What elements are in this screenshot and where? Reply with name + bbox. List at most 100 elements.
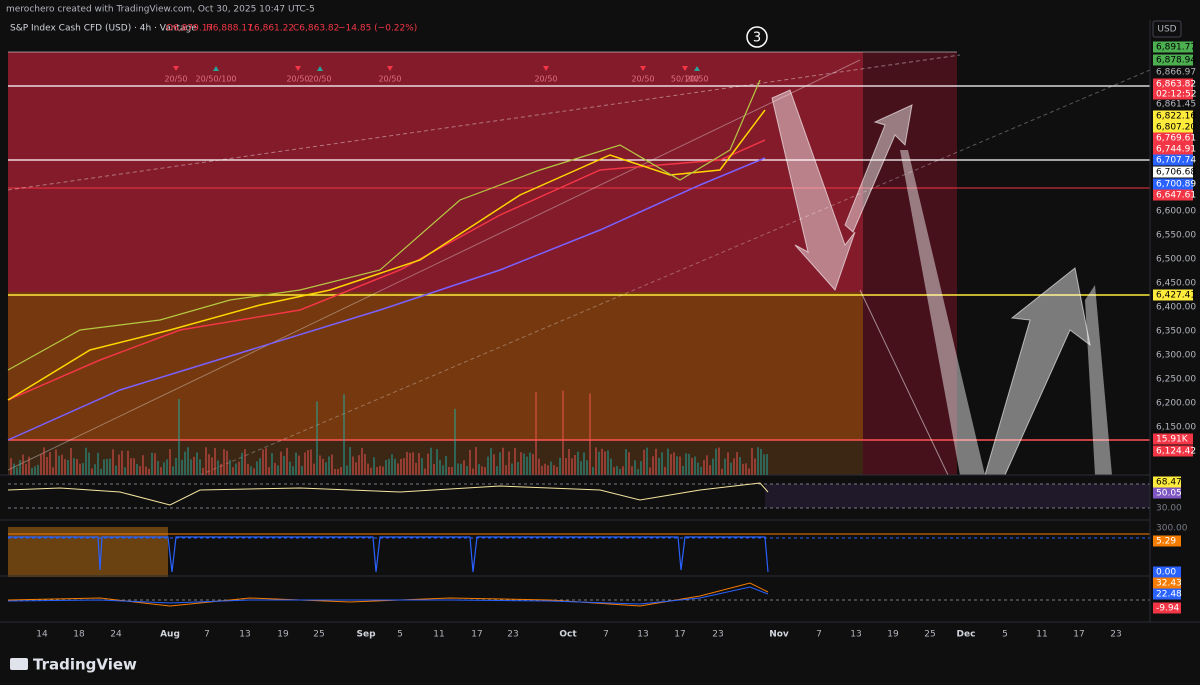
volume-bar bbox=[187, 447, 189, 475]
volume-bar bbox=[727, 452, 729, 475]
signal-arrow bbox=[682, 66, 688, 71]
volume-bar bbox=[205, 447, 207, 475]
volume-bar bbox=[526, 456, 528, 475]
volume-bar bbox=[346, 465, 348, 475]
time-label: 5 bbox=[1002, 630, 1008, 640]
volume-bar bbox=[202, 467, 204, 475]
volume-bar bbox=[265, 448, 267, 475]
volume-bar bbox=[358, 455, 360, 475]
volume-bar bbox=[247, 464, 249, 475]
indicator-label: -9.94 bbox=[1156, 604, 1180, 614]
indicator-spikes bbox=[8, 536, 769, 573]
volume-bar bbox=[745, 463, 747, 475]
volume-bar bbox=[544, 463, 546, 475]
indicator-label: 50.05 bbox=[1156, 489, 1182, 499]
volume-bar bbox=[148, 468, 150, 475]
volume-bar bbox=[169, 449, 171, 475]
volume-bar bbox=[292, 466, 294, 475]
volume-bar bbox=[754, 458, 756, 475]
rsi-line bbox=[7, 482, 769, 506]
volume-bar bbox=[352, 456, 354, 475]
volume-bar bbox=[277, 465, 279, 475]
price-label: 6,600.00 bbox=[1156, 207, 1196, 217]
volume-bar bbox=[700, 466, 702, 475]
volume-bar bbox=[139, 465, 141, 475]
volume-bar bbox=[178, 398, 180, 475]
volume-bar bbox=[631, 466, 633, 475]
volume-bar bbox=[580, 461, 582, 475]
indicator-label: 300.00 bbox=[1156, 524, 1188, 534]
volume-bar bbox=[184, 451, 186, 475]
volume-bar bbox=[295, 452, 297, 475]
volume-bar bbox=[664, 466, 666, 475]
ohlc-value: L6,861.22 bbox=[249, 24, 294, 34]
volume-bar bbox=[241, 452, 243, 475]
price-label: 6,744.91 bbox=[1156, 145, 1196, 155]
price-label: 6,300.00 bbox=[1156, 351, 1196, 361]
logo-icon bbox=[10, 658, 28, 670]
volume-bar bbox=[130, 458, 132, 475]
volume-bar bbox=[598, 451, 600, 475]
volume-bar bbox=[697, 462, 699, 475]
time-label: 7 bbox=[204, 630, 210, 640]
volume-bar bbox=[175, 458, 177, 475]
volume-bar bbox=[538, 458, 540, 475]
volume-bar bbox=[397, 463, 399, 475]
volume-bar bbox=[325, 462, 327, 475]
time-label: 11 bbox=[433, 630, 444, 640]
signal-label: 20/50 bbox=[378, 75, 401, 84]
volume-bar bbox=[670, 454, 672, 475]
volume-bar bbox=[88, 452, 90, 475]
volume-bar bbox=[76, 459, 78, 475]
volume-bar bbox=[448, 466, 450, 475]
volume-bar bbox=[67, 459, 69, 475]
signal-label: 50/100 bbox=[671, 75, 699, 84]
price-label: 6,500.00 bbox=[1156, 255, 1196, 265]
volume-bar bbox=[502, 447, 504, 475]
signal-label: 20/50 bbox=[685, 75, 708, 84]
price-label: 6,861.45 bbox=[1156, 100, 1196, 110]
volume-bar bbox=[22, 454, 24, 475]
price-label: 6,706.68 bbox=[1156, 168, 1196, 178]
signal-label: 20/50/100 bbox=[195, 75, 236, 84]
volume-bar bbox=[760, 448, 762, 475]
volume-bar bbox=[601, 448, 603, 475]
trend-line bbox=[7, 59, 861, 471]
price-label: 6,878.94 bbox=[1156, 56, 1196, 66]
volume-bar bbox=[463, 460, 465, 475]
volume-bar bbox=[115, 465, 117, 475]
volume-bar bbox=[361, 448, 363, 475]
signal-label: 20/50 bbox=[164, 75, 187, 84]
volume-bar bbox=[493, 454, 495, 475]
volume-bar bbox=[112, 449, 114, 475]
volume-bar bbox=[151, 452, 153, 475]
volume-bar bbox=[124, 467, 126, 475]
volume-bar bbox=[673, 452, 675, 475]
volume-bar bbox=[208, 454, 210, 475]
volume-bar bbox=[568, 448, 570, 475]
volume-bar bbox=[385, 459, 387, 475]
price-tag bbox=[1153, 78, 1193, 90]
time-label: 11 bbox=[1036, 630, 1047, 640]
volume-bar bbox=[583, 452, 585, 475]
volume-bar bbox=[355, 462, 357, 475]
volume-bar bbox=[400, 458, 402, 475]
volume-bar bbox=[481, 466, 483, 475]
volume-bar bbox=[322, 458, 324, 475]
indicator-label: 5.29 bbox=[1156, 537, 1176, 547]
volume-bar bbox=[625, 449, 627, 475]
volume-bar bbox=[661, 452, 663, 475]
volume-bar bbox=[499, 452, 501, 475]
volume-bar bbox=[757, 447, 759, 475]
volume-bar bbox=[256, 461, 258, 475]
volume-bar bbox=[259, 458, 261, 475]
time-label: 23 bbox=[712, 630, 723, 640]
volume-bar bbox=[688, 453, 690, 475]
volume-bar bbox=[58, 455, 60, 475]
price-label: 6,863.82 bbox=[1156, 80, 1196, 90]
volume-bar bbox=[628, 452, 630, 475]
indicator-tag bbox=[1153, 535, 1181, 547]
volume-bar bbox=[145, 466, 147, 475]
price-label: 6,124.42 bbox=[1156, 447, 1196, 457]
price-tag bbox=[1153, 110, 1193, 122]
